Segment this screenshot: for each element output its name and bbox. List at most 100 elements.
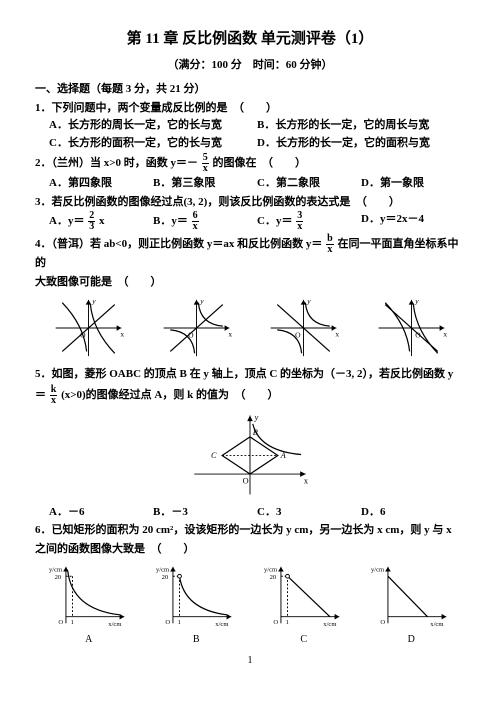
q5-den: x	[50, 396, 57, 406]
rhom-C: C	[211, 451, 217, 460]
axisY: y	[92, 297, 97, 306]
q1-options-row1: A．长方形的周长一定，它的长与宽 B．长方形的长一定，它的周长与宽	[35, 117, 465, 134]
section-1-head: 一、选择题（每题 3 分，共 21 分）	[35, 81, 465, 98]
q3B-frac: 6x	[192, 211, 199, 232]
page-number: 1	[35, 653, 465, 668]
q6D-O: O	[381, 619, 386, 626]
q6A-xl: x/cm	[108, 621, 122, 628]
q2-optB: B．第三象限	[153, 175, 257, 192]
q1-optA: A．长方形的周长一定，它的长与宽	[49, 117, 257, 134]
q3C-frac: 3x	[296, 211, 303, 232]
q6-graphC: y/cm x/cm O 20 1	[264, 561, 344, 631]
q6-graphB: y/cm x/cm O 20 1	[156, 561, 236, 631]
q6-labC: C	[300, 632, 307, 647]
q3C-pre: C．y＝	[257, 215, 292, 227]
q3B-pre: B．y＝	[153, 215, 188, 227]
q3C-den: x	[296, 222, 303, 232]
q6A-20: 20	[54, 574, 61, 581]
q5-rhombus-graph: x y O A B C	[185, 410, 315, 500]
q5-frac: kx	[50, 385, 58, 406]
q6-cellB: y/cm x/cm O 20 1 B	[156, 561, 236, 647]
q3A-post: x	[99, 215, 105, 227]
q6D-yl: y/cm	[371, 567, 385, 574]
q4-graphs: x y O x y O x y O x y O	[35, 294, 465, 362]
q6-cellC: y/cm x/cm O 20 1 C	[264, 561, 344, 647]
q3A-den: 3	[88, 222, 95, 232]
page-title: 第 11 章 反比例函数 单元测评卷（1）	[35, 28, 465, 51]
q6C-20: 20	[269, 574, 276, 581]
rhom-x: x	[304, 476, 309, 485]
q3-text: 3．若反比例函数的图像经过点(3, 2)，则该反比例函数的表达式是 （ ）	[35, 194, 465, 211]
q5-line1: 5．如图，菱形 OABC 的顶点 B 在 y 轴上，顶点 C 的坐标为（－3, …	[35, 366, 465, 383]
q6-line2: 之间的函数图像大致是 （ ）	[35, 541, 465, 558]
q3-optC: C．y＝ 3x	[257, 211, 361, 232]
q3-optB: B．y＝ 6x	[153, 211, 257, 232]
q5-optD: D．6	[361, 504, 465, 521]
q5-optA: A．－6	[49, 504, 153, 521]
q3A-pre: A．y＝	[49, 215, 84, 227]
q5-post2: (x>0)的图像经过点 A，则 k 的值为 （ ）	[61, 389, 278, 401]
svg-text:y: y	[414, 297, 419, 306]
q6B-O: O	[166, 619, 171, 626]
q3A-frac: 23	[88, 211, 95, 232]
q4-pre: 4．（普洱）若 ab<0，则正比例函数 y＝ax 和反比例函数 y＝	[35, 238, 322, 250]
rhom-B: B	[253, 428, 258, 437]
svg-text:y: y	[199, 297, 204, 306]
q1-optB: B．长方形的长一定，它的周长与宽	[257, 117, 465, 134]
q3-optD: D．y＝2x－4	[361, 211, 465, 232]
q6-labB: B	[193, 632, 200, 647]
q4-graphD: x y O	[374, 294, 449, 362]
page-subtitle: （满分：100 分 时间：60 分钟）	[35, 57, 465, 74]
rhom-y: y	[254, 413, 259, 422]
q6D-xl: x/cm	[431, 621, 445, 628]
q6C-1: 1	[285, 619, 288, 626]
q6B-yl: y/cm	[156, 567, 170, 574]
q3-optA: A．y＝ 23 x	[49, 211, 153, 232]
q2-optD: D．第一象限	[361, 175, 465, 192]
q5-options: A．－6 B．－3 C．3 D．6	[35, 504, 465, 521]
q5-num: k	[50, 385, 58, 396]
q4-graphB: x y O	[159, 294, 234, 362]
svg-text:x: x	[228, 329, 232, 338]
svg-text:x: x	[336, 329, 340, 338]
q1-text: 1．下列问题中，两个变量成反比例的是 （ ）	[35, 100, 465, 117]
q4-line2: 大致图像可能是 （ ）	[35, 274, 465, 291]
q5-optC: C．3	[257, 504, 361, 521]
q6B-1: 1	[178, 619, 181, 626]
q1-optC: C．长方形的面积一定，它的长与宽	[49, 135, 257, 152]
q4-line1: 4．（普洱）若 ab<0，则正比例函数 y＝ax 和反比例函数 y＝ bx 在同…	[35, 234, 465, 272]
q6-line1: 6．已知矩形的面积为 20 cm²，设该矩形的一边长为 y cm，另一边长为 x…	[35, 522, 465, 539]
q1-options-row2: C．长方形的面积一定，它的长与宽 D．长方形的长一定，它的面积与宽	[35, 135, 465, 152]
q6-labA: A	[85, 632, 92, 647]
q4-graphC: x y O	[266, 294, 341, 362]
q5-pre2: ＝	[35, 389, 46, 401]
q6-graphD: y/cm x/cm O	[371, 561, 451, 631]
rhom-A: A	[280, 451, 287, 460]
q5-optB: B．－3	[153, 504, 257, 521]
q4-graphA: x y O	[51, 294, 126, 362]
q6A-1: 1	[70, 619, 73, 626]
q6-graphA: y/cm x/cm O 20 1	[49, 561, 129, 631]
q6A-yl: y/cm	[49, 567, 63, 574]
q2-optA: A．第四象限	[49, 175, 153, 192]
q6-graphs: y/cm x/cm O 20 1 A y/cm x/cm O 20 1 B	[35, 561, 465, 647]
q6-cellD: y/cm x/cm O D	[371, 561, 451, 647]
q6B-20: 20	[162, 574, 169, 581]
q1-optD: D．长方形的长一定，它的面积与宽	[257, 135, 465, 152]
q4-den: x	[326, 245, 333, 255]
q6C-O: O	[273, 619, 278, 626]
q2-pre: 2．（兰州）当 x>0 时，函数 y＝－	[35, 157, 198, 169]
q2-options: A．第四象限 B．第三象限 C．第二象限 D．第一象限	[35, 175, 465, 192]
q5-graph-row: x y O A B C	[35, 410, 465, 500]
q6A-O: O	[58, 619, 63, 626]
q2-optC: C．第二象限	[257, 175, 361, 192]
svg-text:x: x	[443, 329, 447, 338]
q6B-xl: x/cm	[216, 621, 230, 628]
q6-labD: D	[408, 632, 415, 647]
q4-frac: bx	[326, 234, 334, 255]
q6C-xl: x/cm	[323, 621, 337, 628]
svg-text:y: y	[307, 297, 312, 306]
q6-cellA: y/cm x/cm O 20 1 A	[49, 561, 129, 647]
q2-text: 2．（兰州）当 x>0 时，函数 y＝－ 5 x 的图像在 （ ）	[35, 153, 465, 174]
q3B-den: x	[192, 222, 199, 232]
